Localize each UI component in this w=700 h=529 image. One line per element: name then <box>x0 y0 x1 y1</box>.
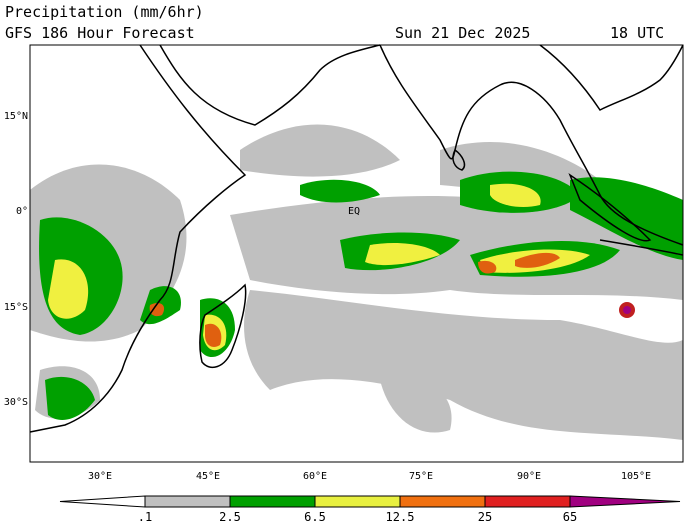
colorbar <box>59 495 681 508</box>
coastlines <box>29 44 684 433</box>
precip-extreme-core <box>623 306 631 314</box>
time: 18 UTC <box>610 24 664 42</box>
title: Precipitation (mm/6hr) <box>5 3 204 21</box>
lat-label: 30°S <box>4 397 28 408</box>
lon-label: 105°E <box>621 471 651 482</box>
equator-label: EQ <box>348 206 360 217</box>
lat-label: 15°N <box>4 111 28 122</box>
colorbar-label: 65 <box>563 510 577 524</box>
lon-label: 90°E <box>517 471 541 482</box>
colorbar-label: 12.5 <box>386 510 415 524</box>
colorbar-over <box>569 495 681 508</box>
map-frame <box>29 44 684 463</box>
map: EQ <box>29 44 684 463</box>
colorbar-segment <box>314 495 401 508</box>
date: Sun 21 Dec 2025 <box>395 24 530 42</box>
colorbar-label: .1 <box>138 510 152 524</box>
lon-labels: 30°E 45°E 60°E 75°E 90°E 105°E <box>88 471 651 482</box>
lat-labels: 15°N 0° 15°S 30°S <box>4 111 28 408</box>
subtitle: GFS 186 Hour Forecast <box>5 24 195 42</box>
precip-intense <box>149 252 560 347</box>
lon-label: 30°E <box>88 471 112 482</box>
colorbar-label: 25 <box>478 510 492 524</box>
colorbar-segment <box>399 495 486 508</box>
colorbar-segment <box>229 495 316 508</box>
lon-label: 75°E <box>409 471 433 482</box>
colorbar-label: 6.5 <box>304 510 326 524</box>
colorbar-label: 2.5 <box>219 510 241 524</box>
colorbar-segment <box>484 495 571 508</box>
colorbar-segment <box>144 495 231 508</box>
lon-label: 60°E <box>303 471 327 482</box>
lat-label: 15°S <box>4 302 28 313</box>
colorbar-under <box>59 495 146 508</box>
lon-label: 45°E <box>196 471 220 482</box>
lat-label: 0° <box>16 206 28 217</box>
colorbar-labels: .1 2.5 6.5 12.5 25 65 <box>138 510 577 524</box>
